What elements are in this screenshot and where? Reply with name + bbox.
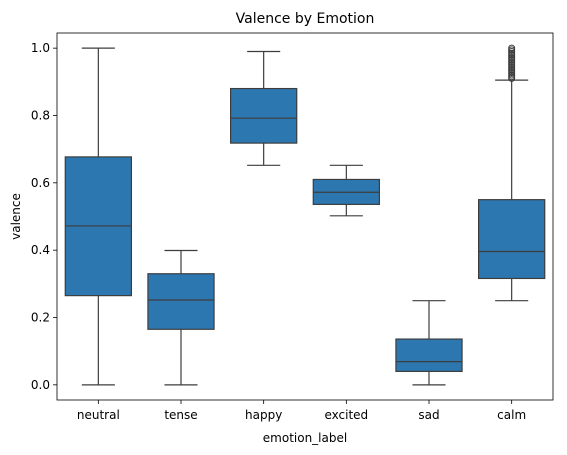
axes-frame (56, 32, 554, 401)
y-axis-label: valence (9, 193, 23, 240)
chart-title: Valence by Emotion (236, 11, 375, 27)
y-tick-label: 1.0 (31, 41, 50, 55)
x-tick-label: neutral (77, 408, 120, 422)
y-tick-label: 0.8 (31, 108, 50, 122)
plot-area: 0.0 0.2 0.4 0.6 0.8 1.0 neutral tense happy excit… (31, 32, 554, 422)
y-tick-label: 0.0 (31, 378, 50, 392)
x-tick-label: excited (324, 408, 368, 422)
y-tick-label: 0.2 (31, 311, 50, 325)
x-tick-label: sad (418, 408, 439, 422)
outlier-point (508, 44, 516, 52)
box-happy (230, 87, 298, 144)
x-tick-label: tense (164, 408, 197, 422)
box-sad (395, 338, 463, 372)
box-tense (147, 273, 215, 330)
x-axis-label: emotion_label (263, 431, 347, 445)
y-tick-label: 0.4 (31, 243, 50, 257)
box-calm (478, 199, 546, 280)
y-tick-label: 0.6 (31, 176, 50, 190)
x-tick-label: happy (245, 408, 282, 422)
x-tick-label: calm (497, 408, 526, 422)
